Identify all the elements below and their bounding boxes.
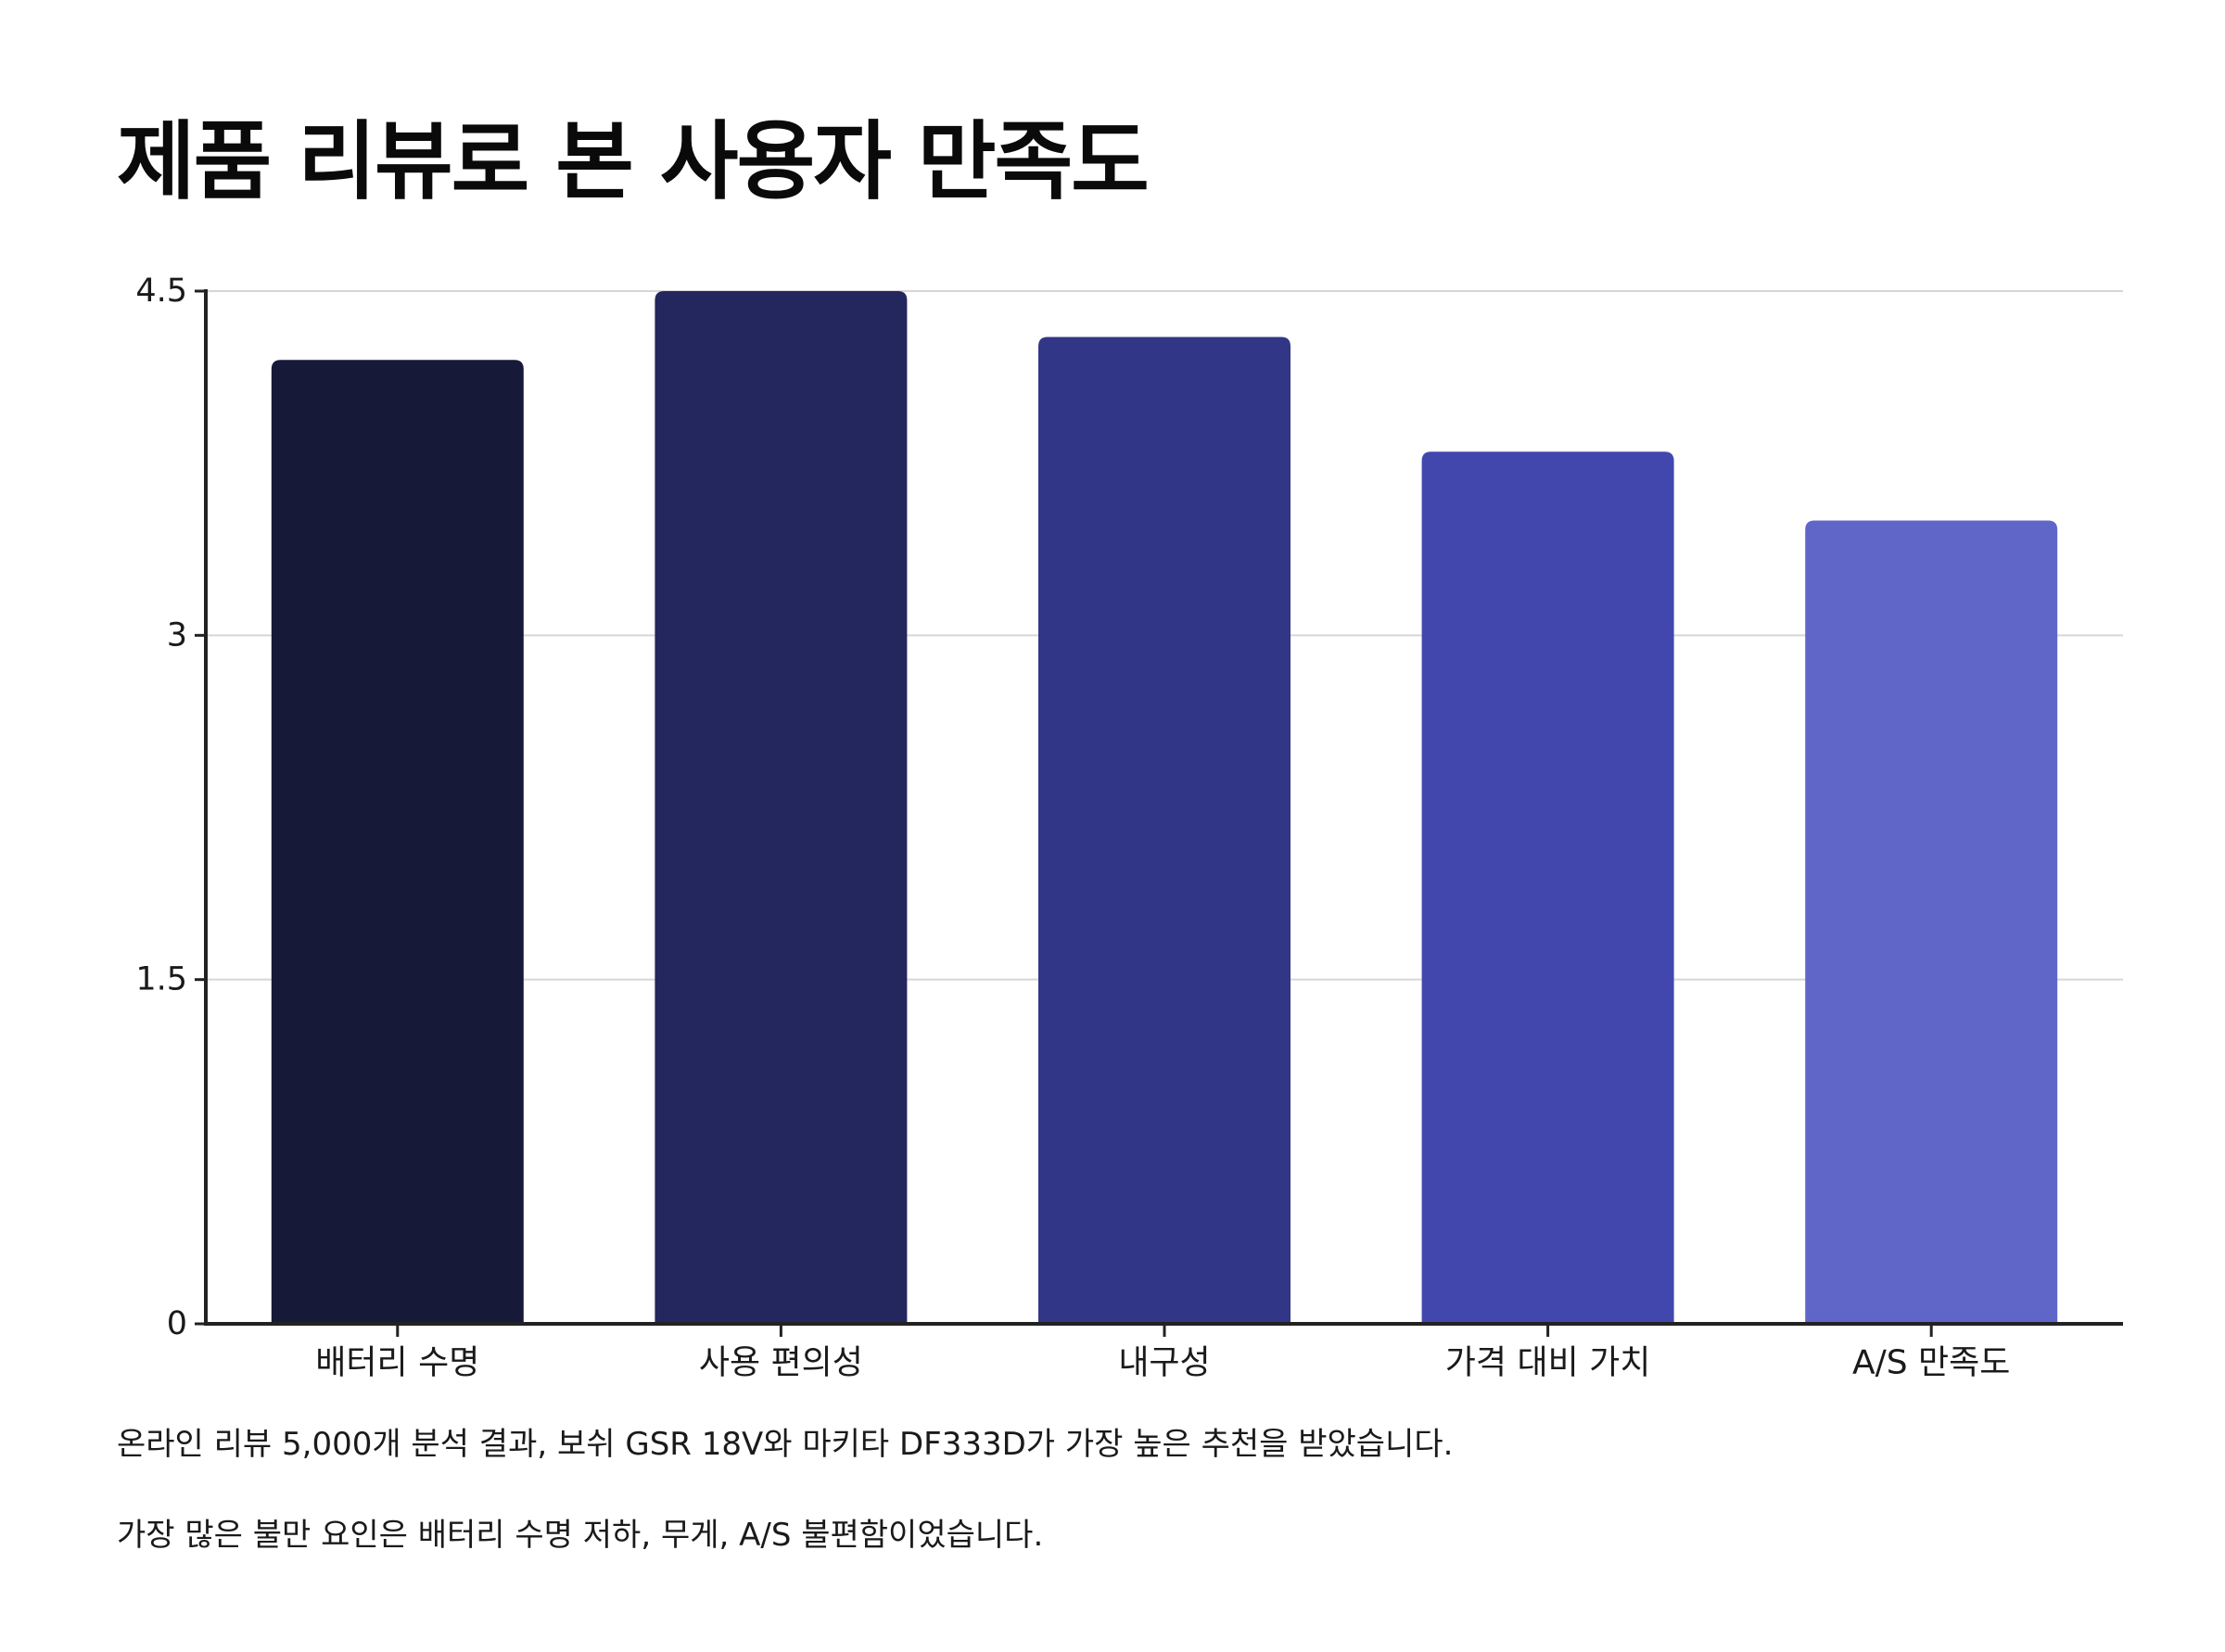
- axes: [195, 289, 2123, 1337]
- x-tick-label: A/S 만족도: [1852, 1344, 2010, 1382]
- x-tick-label: 배터리 수명: [315, 1344, 479, 1382]
- chart-notes: 온라인 리뷰 5,000개 분석 결과, 보쉬 GSR 18V와 마키타 DF3…: [117, 1423, 2110, 1557]
- y-tick-label: 1.5: [135, 961, 187, 998]
- x-tick-label: 내구성: [1118, 1344, 1210, 1382]
- tick-labels: 0 1.5 3 4.5 배터리 수명 사용 편의성 내구성 가격 대비 가치 A/S 만족도: [135, 273, 2010, 1382]
- bar: [271, 360, 524, 1325]
- note-text: 온라인 리뷰 5,000개 분석 결과, 보쉬 GSR 18V와 마키타 DF3…: [117, 1426, 1454, 1463]
- x-tick-label: 가격 대비 가치: [1445, 1344, 1651, 1382]
- bar: [1038, 337, 1290, 1324]
- y-tick-label: 0: [167, 1305, 187, 1342]
- chart-title: 제품 리뷰로 본 사용자 만족도: [117, 112, 1150, 211]
- bars: [271, 291, 2058, 1325]
- x-tick-label: 사용 편의성: [699, 1344, 863, 1382]
- bar: [1421, 451, 1674, 1324]
- bar: [655, 291, 908, 1324]
- note-text: 가장 많은 불만 요인은 배터리 수명 저하, 무게, A/S 불편함이었습니다…: [117, 1517, 1044, 1554]
- bar: [1805, 520, 2058, 1324]
- y-tick-label: 4.5: [135, 273, 187, 310]
- y-tick-label: 3: [167, 616, 187, 654]
